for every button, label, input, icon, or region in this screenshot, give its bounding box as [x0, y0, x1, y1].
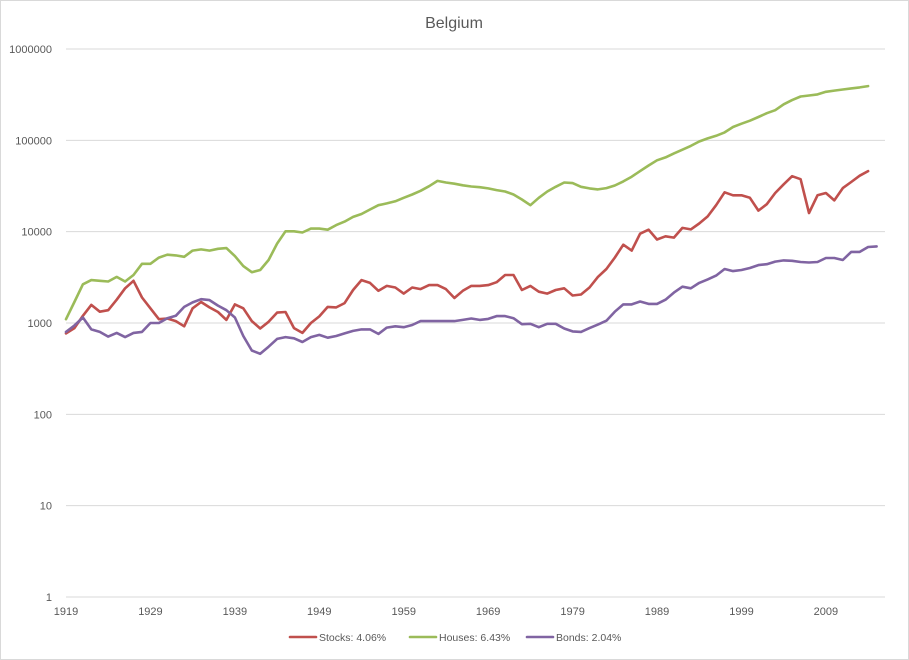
- x-axis-tick-labels: 1919 1929 1939 1949 1959 1969 1979 1989 1999 2009: [54, 606, 838, 618]
- y-tick-label: 1000: [28, 318, 52, 330]
- legend-label-stocks: Stocks: 4.06%: [319, 632, 386, 644]
- chart-title: Belgium: [425, 15, 483, 32]
- gridlines: [66, 48, 885, 598]
- legend-label-houses: Houses: 6.43%: [439, 632, 510, 644]
- series-lines: [64, 84, 878, 356]
- legend-label-bonds: Bonds: 2.04%: [556, 632, 621, 644]
- y-axis-tick-labels: 1 10 100 1000 10000 100000 1000000: [9, 44, 52, 604]
- x-tick-label: 1989: [645, 606, 669, 618]
- x-tick-label: 1919: [54, 606, 78, 618]
- x-tick-label: 1999: [729, 606, 753, 618]
- x-tick-label: 1959: [391, 606, 415, 618]
- legend: Stocks: 4.06% Houses: 6.43% Bonds: 2.04%: [288, 632, 621, 644]
- x-tick-label: 1929: [138, 606, 162, 618]
- series-line-houses: [64, 84, 870, 321]
- y-tick-label: 10: [40, 501, 52, 513]
- y-tick-label: 1: [46, 592, 52, 604]
- x-tick-label: 1979: [560, 606, 584, 618]
- y-tick-label: 1000000: [9, 44, 52, 56]
- x-tick-label: 1949: [307, 606, 331, 618]
- y-tick-label: 100000: [15, 135, 52, 147]
- y-tick-label: 100: [34, 409, 52, 421]
- x-tick-label: 2009: [814, 606, 838, 618]
- series-line-stocks: [64, 169, 870, 335]
- y-tick-label: 10000: [21, 227, 52, 239]
- x-tick-label: 1969: [476, 606, 500, 618]
- series-line-bonds: [64, 245, 878, 356]
- x-tick-label: 1939: [223, 606, 247, 618]
